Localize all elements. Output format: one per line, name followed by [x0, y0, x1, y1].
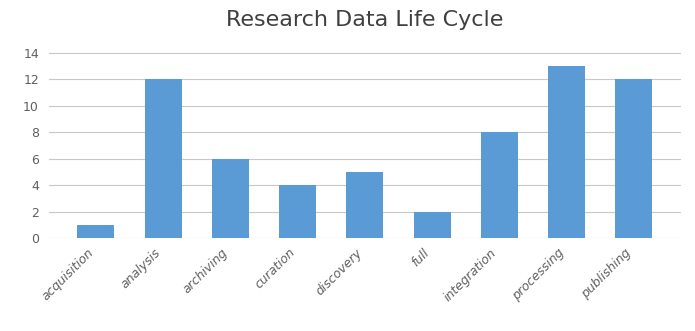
Bar [77, 225, 115, 238]
Bar [615, 79, 653, 238]
Bar [548, 66, 585, 238]
Bar [346, 172, 384, 238]
Bar [212, 159, 249, 238]
Bar [481, 132, 518, 238]
Bar [414, 212, 450, 238]
Bar [279, 185, 316, 238]
Title: Research Data Life Cycle: Research Data Life Cycle [226, 10, 504, 30]
Bar [145, 79, 181, 238]
